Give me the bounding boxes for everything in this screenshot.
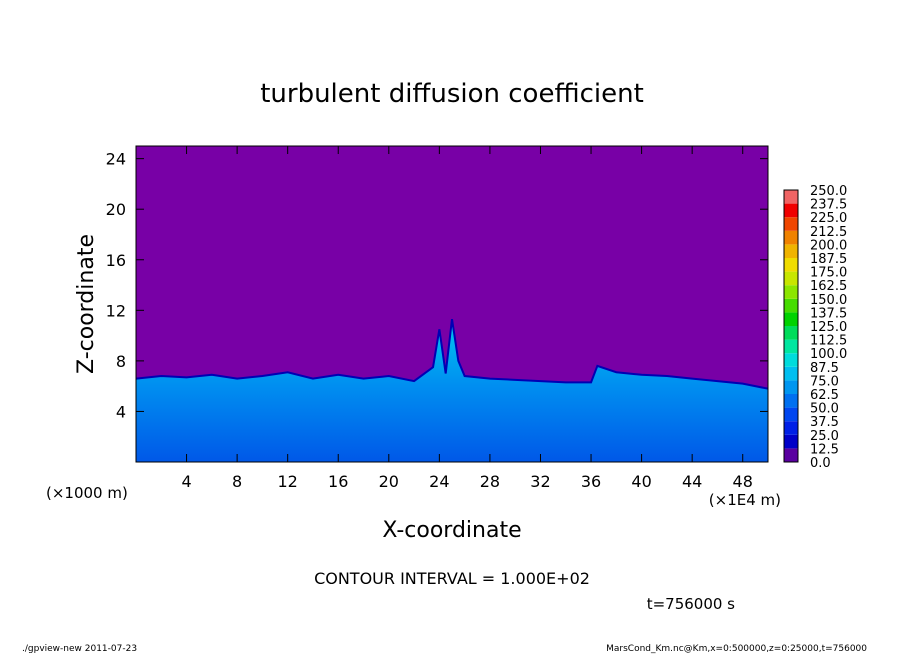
time-label: t=756000 s [647, 595, 735, 613]
colorbar-swatch [784, 230, 798, 245]
colorbar-swatch [784, 366, 798, 381]
boundary-layer-area [136, 319, 768, 462]
chart-title: turbulent diffusion coefficient [260, 79, 644, 109]
colorbar: 0.012.525.037.550.062.575.087.5100.0112.… [783, 184, 847, 471]
plot-area [136, 146, 768, 462]
colorbar-swatch [784, 271, 798, 286]
colorbar-frame [783, 189, 799, 463]
colorbar-tick-label: 12.5 [810, 442, 839, 457]
colorbar-tick-label: 125.0 [810, 320, 847, 335]
colorbar-swatch [784, 203, 798, 218]
colorbar-tick-label: 0.0 [810, 456, 831, 471]
colorbar-swatch [784, 339, 798, 354]
x-tick-label: 16 [328, 472, 348, 491]
colorbar-swatch [784, 217, 798, 231]
colorbar-tick-label: 162.5 [810, 279, 847, 294]
colorbar-swatch [784, 407, 798, 422]
footer-left: ./gpview-new 2011-07-23 [22, 644, 137, 654]
x-tick-label: 12 [278, 472, 298, 491]
contour-interval-annotation: CONTOUR INTERVAL = 1.000E+02 [314, 569, 590, 588]
colorbar-tick-label: 100.0 [810, 347, 847, 362]
colorbar-swatch [784, 394, 798, 408]
y-tick-label: 16 [106, 251, 126, 270]
y-axis-label: Z-coordinate [74, 234, 99, 374]
colorbar-tick-label: 237.5 [810, 198, 847, 213]
x-tick-label: 28 [480, 472, 500, 491]
colorbar-tick-label: 150.0 [810, 293, 847, 308]
colorbar-tick-label: 75.0 [810, 374, 839, 389]
x-tick-label: 40 [631, 472, 651, 491]
boundary-layer-edge [136, 319, 768, 390]
colorbar-tick-label: 200.0 [810, 238, 847, 253]
colorbar-tick-label: 37.5 [810, 415, 839, 430]
colorbar-tick-label: 25.0 [810, 429, 839, 444]
y-tick-label: 24 [106, 150, 126, 169]
colorbar-swatch [784, 298, 798, 313]
colorbar-swatch [784, 285, 798, 299]
plot-frame [135, 145, 769, 463]
x-tick-label: 44 [682, 472, 702, 491]
colorbar-swatch [784, 244, 798, 258]
colorbar-swatch [784, 258, 798, 272]
y-tick-label: 20 [106, 200, 126, 219]
colorbar-swatch [784, 434, 798, 449]
colorbar-swatch [784, 190, 798, 204]
colorbar-tick-label: 87.5 [810, 361, 839, 376]
colorbar-tick-label: 187.5 [810, 252, 847, 267]
x-tick-label: 4 [181, 472, 191, 491]
colorbar-tick-label: 112.5 [810, 334, 847, 349]
x-tick-label: 32 [530, 472, 550, 491]
colorbar-swatch [784, 326, 798, 340]
colorbar-tick-label: 62.5 [810, 388, 839, 403]
y-axis-ticks: 4 8 12 16 20 24 [106, 150, 768, 421]
colorbar-tick-label: 50.0 [810, 402, 839, 417]
x-tick-label: 36 [581, 472, 601, 491]
y-tick-label: 4 [116, 402, 126, 421]
colorbar-swatch [784, 421, 798, 435]
x-tick-label: 20 [379, 472, 399, 491]
y-tick-label: 8 [116, 352, 126, 371]
footer-right: MarsCond_Km.nc@Km,x=0:500000,z=0:25000,t… [606, 644, 867, 654]
x-unit-left: (×1000 m) [46, 484, 128, 502]
colorbar-tick-label: 212.5 [810, 225, 847, 240]
x-axis-label: X-coordinate [382, 518, 521, 543]
x-unit-right: (×1E4 m) [709, 491, 781, 509]
colorbar-tick-label: 137.5 [810, 306, 847, 321]
colorbar-swatch [784, 312, 798, 326]
x-axis-ticks: 4 8 12 16 20 24 28 32 36 40 44 48 [181, 146, 753, 491]
colorbar-tick-label: 225.0 [810, 211, 847, 226]
x-tick-label: 8 [232, 472, 242, 491]
x-tick-label: 24 [429, 472, 449, 491]
colorbar-swatch [784, 380, 798, 394]
x-tick-label: 48 [733, 472, 753, 491]
colorbar-swatch [784, 353, 798, 367]
colorbar-swatch [784, 448, 798, 462]
colorbar-tick-label: 175.0 [810, 266, 847, 281]
colorbar-tick-label: 250.0 [810, 184, 847, 199]
y-tick-label: 12 [106, 301, 126, 320]
